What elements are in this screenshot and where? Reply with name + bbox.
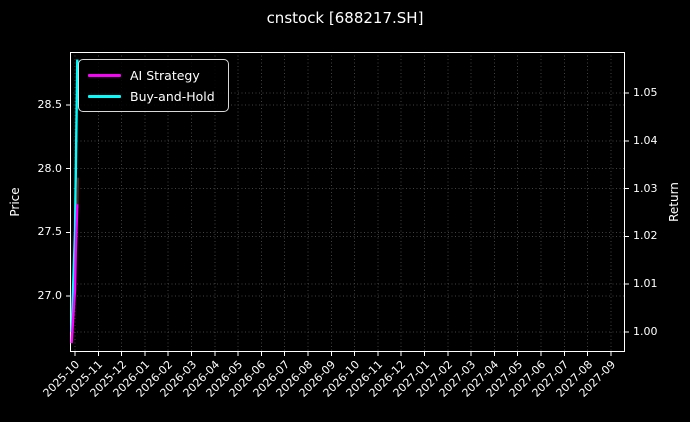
y-tick-label-return: 1.04 [633,133,658,147]
legend: AI Strategy Buy-and-Hold [78,59,229,112]
dark-red-overlap-segment [76,177,80,209]
y-tick-label-price: 27.0 [37,289,63,302]
legend-label: AI Strategy [130,67,200,83]
legend-entry: Buy-and-Hold [88,86,215,106]
y-tick-label-return: 1.00 [633,325,658,338]
legend-line-swatch [88,73,121,77]
y-axis-label-price: Price [8,187,22,217]
legend-line-swatch [88,94,121,98]
y-tick-label-return: 1.05 [633,86,658,99]
legend-entry: AI Strategy [88,65,215,85]
legend-label: Buy-and-Hold [130,88,215,104]
y-axis-label-return: Return [667,182,681,222]
series-line-ai-strategy [70,204,79,344]
y-tick-label-return: 1.03 [633,181,658,195]
y-tick-label-price: 28.0 [37,161,63,175]
y-tick-label-price: 28.5 [37,98,63,111]
y-tick-label-return: 1.02 [633,229,658,243]
series-line-buy-and-hold [70,59,79,333]
y-tick-label-return: 1.01 [633,277,658,291]
y-tick-label-price: 27.5 [37,225,63,239]
plot-spines [70,52,625,352]
chart-title: cnstock [688217.SH] [266,9,424,27]
